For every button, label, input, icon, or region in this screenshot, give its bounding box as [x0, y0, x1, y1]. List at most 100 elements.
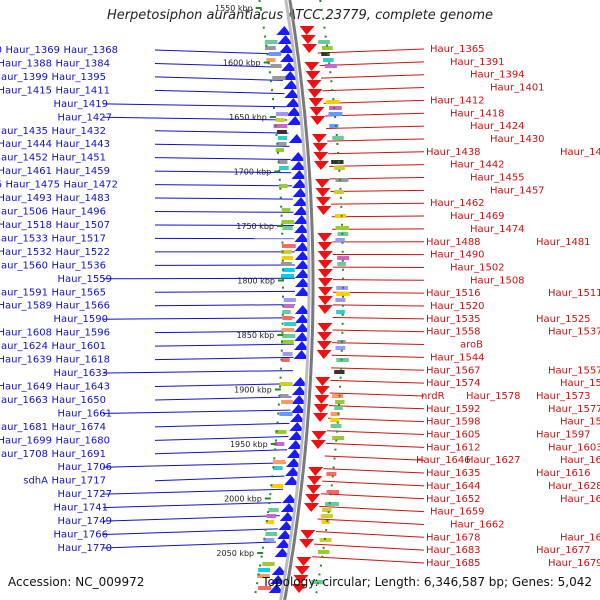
reverse-gene-arrow	[307, 476, 323, 485]
gene-label: Haur_1566	[55, 301, 110, 312]
label-connector	[322, 480, 425, 487]
gene-label: Haur_1488	[426, 237, 481, 248]
gene-label: Haur_1419	[53, 99, 108, 110]
cog-block	[333, 166, 345, 170]
gene-label: Haur_1649	[0, 381, 52, 392]
cog-block	[280, 274, 295, 278]
gene-label: Haur_1435	[0, 126, 48, 137]
forward-gene-arrow	[291, 395, 307, 404]
cog-block	[334, 214, 347, 218]
gene-label: aroB	[460, 340, 483, 351]
cog-block	[326, 490, 339, 494]
cog-block	[330, 418, 340, 422]
gene-label: Haur_1455	[470, 173, 525, 184]
gene-label: Haur_1496	[51, 207, 106, 218]
gene-label: Haur_1518	[0, 220, 52, 231]
reverse-gene-arrow	[310, 116, 326, 125]
reverse-gene-arrow	[317, 251, 333, 260]
forward-gene-arrow	[293, 341, 309, 350]
forward-gene-arrow	[292, 179, 308, 188]
cog-block	[336, 358, 349, 362]
gene-label: Haur_1391	[450, 57, 505, 68]
cog-block	[282, 316, 293, 320]
reverse-gene-arrow	[317, 305, 333, 314]
gene-label: Haur_1517	[51, 233, 106, 244]
label-connector	[317, 48, 425, 54]
gene-label: Haur_1691	[51, 449, 106, 460]
gene-label: Haur_1520	[430, 301, 485, 312]
label-connector	[154, 89, 285, 95]
cog-block	[317, 550, 330, 554]
label-connector	[317, 518, 425, 525]
cog-block	[263, 538, 275, 542]
kbp-tick-label: 1900 kbp	[234, 386, 272, 395]
reverse-gene-arrow	[306, 80, 322, 89]
forward-gene-arrow	[278, 44, 294, 53]
gene-label: Haur_1502	[450, 262, 505, 273]
gene-label: Haur_1650	[51, 395, 106, 406]
label-connector	[319, 505, 425, 513]
gene-label: Haur_1525	[536, 314, 591, 325]
cog-block	[329, 124, 339, 128]
cog-block	[322, 58, 334, 62]
gene-label: Haur_1444	[0, 139, 52, 150]
gene-label: Haur_1749	[57, 516, 112, 527]
label-connector	[154, 304, 295, 307]
cog-block	[320, 514, 333, 518]
forward-gene-arrow	[271, 566, 287, 575]
cog-block	[282, 334, 296, 338]
cog-block	[270, 64, 282, 68]
reverse-gene-arrow	[317, 278, 333, 287]
gene-label: Haur_1574	[426, 378, 481, 389]
forward-gene-arrow	[290, 152, 306, 161]
label-connector	[154, 475, 285, 482]
cog-block	[270, 484, 284, 488]
label-connector	[320, 493, 425, 500]
gene-label: Haur_1699	[0, 435, 52, 446]
forward-gene-arrow	[290, 161, 306, 170]
gene-label: Haur_1535	[426, 314, 481, 325]
reverse-gene-arrow	[317, 269, 333, 278]
cog-block	[332, 136, 344, 140]
gene-label: Haur_1627	[466, 455, 521, 466]
label-connector	[327, 430, 425, 435]
cog-block	[281, 340, 294, 344]
cog-block	[283, 298, 296, 302]
cog-block	[281, 328, 295, 332]
label-connector	[102, 541, 276, 549]
label-connector	[154, 449, 288, 455]
forward-gene-arrow	[294, 242, 310, 251]
forward-gene-arrow	[285, 467, 301, 476]
kbp-tick-label: 1800 kbp	[237, 277, 275, 286]
label-connector	[102, 103, 286, 108]
reverse-gene-arrow	[316, 350, 332, 359]
reverse-gene-arrow	[314, 395, 330, 404]
gene-label: Haur_1639	[0, 355, 52, 366]
forward-gene-arrow	[292, 188, 308, 197]
forward-gene-arrow	[275, 539, 291, 548]
forward-gene-arrow	[276, 26, 292, 35]
gene-label: Haur_1457	[490, 185, 545, 196]
label-connector	[154, 224, 294, 226]
cog-block	[281, 244, 296, 248]
label-connector	[329, 392, 425, 397]
forward-gene-arrow	[293, 215, 309, 224]
forward-gene-arrow	[278, 521, 294, 530]
gene-label: Haur_1522	[55, 247, 110, 258]
label-connector	[323, 99, 425, 104]
reverse-gene-arrow	[299, 539, 315, 548]
label-connector	[154, 157, 291, 161]
gene-label: sdhA	[23, 476, 48, 487]
gene-label: Haur_1370	[0, 45, 2, 56]
forward-gene-arrow	[279, 512, 295, 521]
forward-gene-arrow	[293, 350, 309, 359]
gene-label: Haur_1472	[63, 180, 118, 191]
label-connector	[154, 62, 282, 68]
gene-label: Haur_1399	[0, 72, 48, 83]
gene-label: Haur_1770	[57, 543, 112, 554]
cog-block	[275, 118, 285, 122]
reverse-gene-arrow	[317, 242, 333, 251]
gene-label: Haur_1395	[51, 72, 106, 83]
gene-label: Haur_1677	[536, 545, 591, 556]
